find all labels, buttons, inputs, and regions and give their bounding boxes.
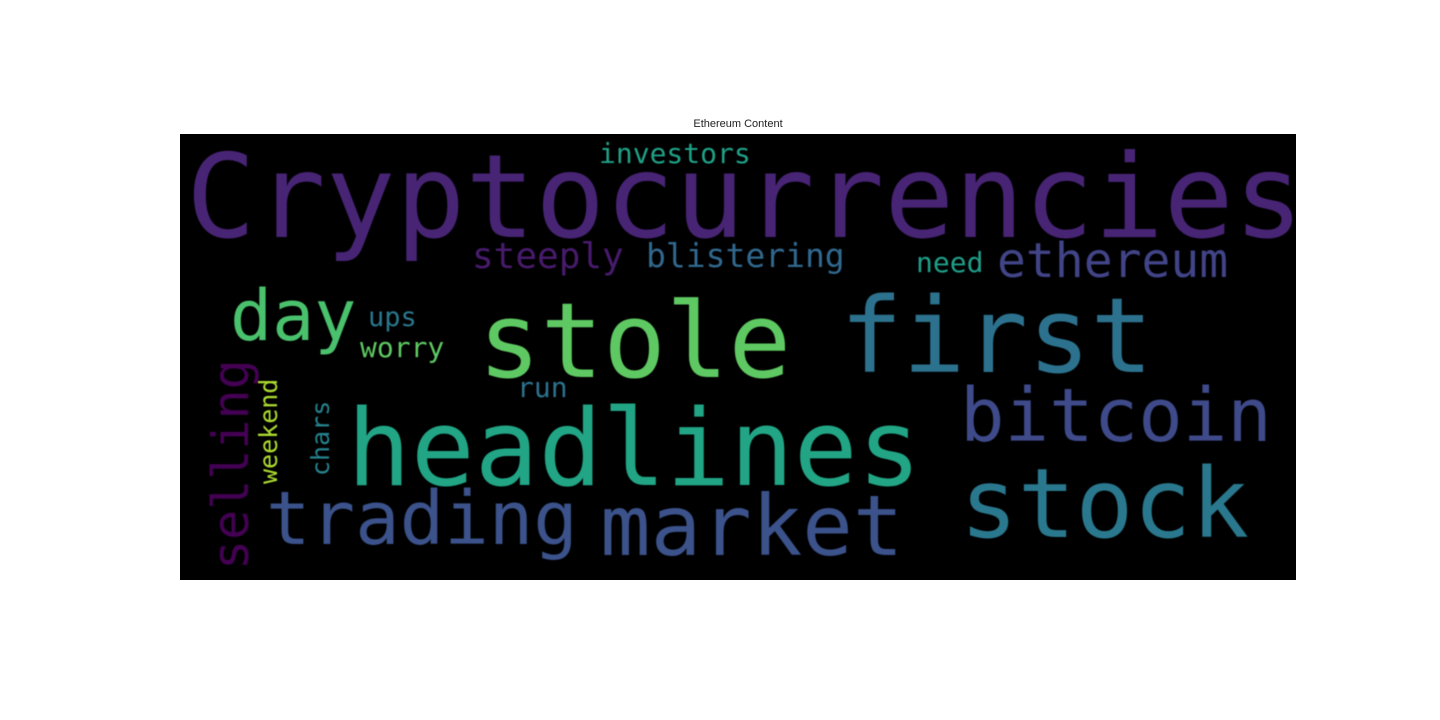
word-run: run: [517, 371, 568, 404]
word-cryptocurrencies: Cryptocurrencies: [186, 134, 1296, 265]
word-blistering: blistering: [646, 236, 845, 275]
word-trading: trading: [266, 476, 578, 562]
chart-title: Ethereum Content: [693, 118, 783, 130]
word-selling: selling: [202, 359, 260, 570]
word-first: first: [840, 275, 1154, 397]
word-steeply: steeply: [472, 236, 624, 277]
word-bitcoin: bitcoin: [960, 373, 1272, 459]
word-day: day: [230, 275, 357, 357]
word-ethereum: ethereum: [997, 233, 1229, 289]
word-worry: worry: [360, 331, 445, 364]
word-stock: stock: [960, 448, 1249, 560]
word-market: market: [600, 477, 904, 575]
word-headlines: headlines: [347, 387, 922, 510]
word-cloud-canvas: Cryptocurrencies stole first headlines stock…: [180, 134, 1296, 580]
word-chars: chars: [306, 400, 335, 476]
word-need: need: [916, 246, 984, 279]
word-weekend: weekend: [254, 378, 283, 484]
word-investors: investors: [599, 137, 751, 170]
word-ups: ups: [368, 302, 417, 333]
word-stole: stole: [478, 280, 792, 402]
